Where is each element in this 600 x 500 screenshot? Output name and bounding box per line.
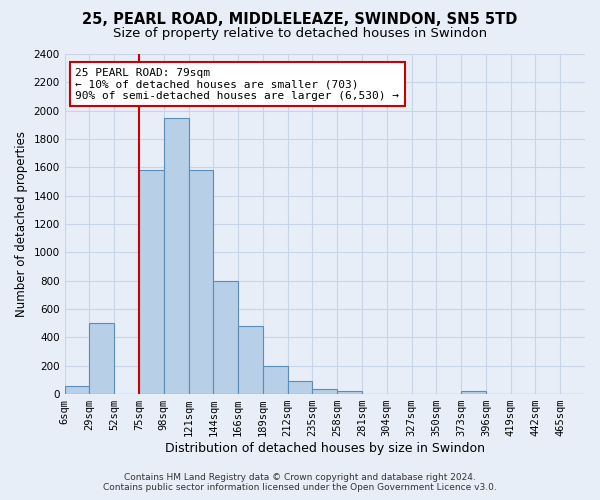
Text: 25, PEARL ROAD, MIDDLELEAZE, SWINDON, SN5 5TD: 25, PEARL ROAD, MIDDLELEAZE, SWINDON, SN… bbox=[82, 12, 518, 28]
Bar bbox=[337, 390, 362, 394]
Bar bbox=[461, 391, 486, 394]
Bar bbox=[214, 280, 238, 394]
Bar bbox=[65, 386, 89, 394]
Bar bbox=[188, 170, 214, 394]
Bar bbox=[287, 382, 313, 394]
Text: Contains HM Land Registry data © Crown copyright and database right 2024.
Contai: Contains HM Land Registry data © Crown c… bbox=[103, 473, 497, 492]
Bar bbox=[139, 170, 164, 394]
Bar bbox=[89, 323, 114, 394]
X-axis label: Distribution of detached houses by size in Swindon: Distribution of detached houses by size … bbox=[165, 442, 485, 455]
Bar bbox=[164, 118, 188, 394]
Text: Size of property relative to detached houses in Swindon: Size of property relative to detached ho… bbox=[113, 28, 487, 40]
Bar bbox=[238, 326, 263, 394]
Text: 25 PEARL ROAD: 79sqm
← 10% of detached houses are smaller (703)
90% of semi-deta: 25 PEARL ROAD: 79sqm ← 10% of detached h… bbox=[75, 68, 399, 101]
Y-axis label: Number of detached properties: Number of detached properties bbox=[15, 131, 28, 317]
Bar bbox=[263, 366, 287, 394]
Bar bbox=[313, 389, 337, 394]
